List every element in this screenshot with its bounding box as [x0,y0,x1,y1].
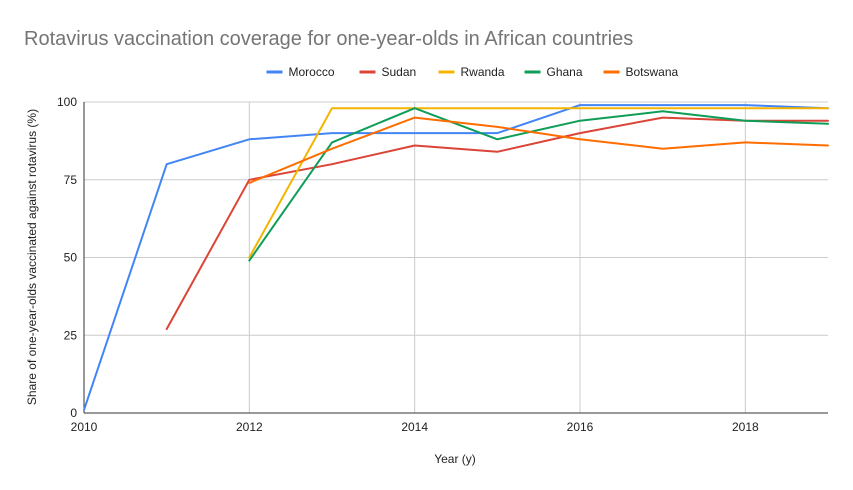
x-tick-label: 2010 [71,420,98,434]
y-tick-label: 75 [64,173,78,187]
series-line-sudan [165,116,829,330]
x-tick-label: 2016 [567,420,594,434]
legend: Morocco Sudan Rwanda Ghana Botswana [266,65,679,79]
legend-label-botswana: Botswana [626,65,679,79]
series-lines [83,104,829,411]
series-line-ghana [248,107,829,262]
series-line-morocco [83,104,829,411]
y-tick-label: 100 [57,95,77,109]
legend-label-sudan: Sudan [382,65,417,79]
series-line-rwanda [248,107,829,259]
axes: 0 25 50 75 100 2010 2012 2014 2016 2018 [57,95,828,434]
chart-title: Rotavirus vaccination coverage for one-y… [24,28,633,50]
y-tick-label: 0 [70,406,77,420]
legend-label-rwanda: Rwanda [461,65,505,79]
legend-label-morocco: Morocco [289,65,335,79]
legend-label-ghana: Ghana [547,65,583,79]
y-tick-label: 25 [64,328,78,342]
series-line-botswana [248,116,829,184]
x-tick-label: 2012 [236,420,263,434]
x-tick-label: 2014 [401,420,428,434]
y-axis-label: Share of one-year-olds vaccinated agains… [25,109,39,405]
x-axis-label: Year (y) [434,452,476,466]
y-tick-label: 50 [64,251,78,265]
x-tick-label: 2018 [732,420,759,434]
